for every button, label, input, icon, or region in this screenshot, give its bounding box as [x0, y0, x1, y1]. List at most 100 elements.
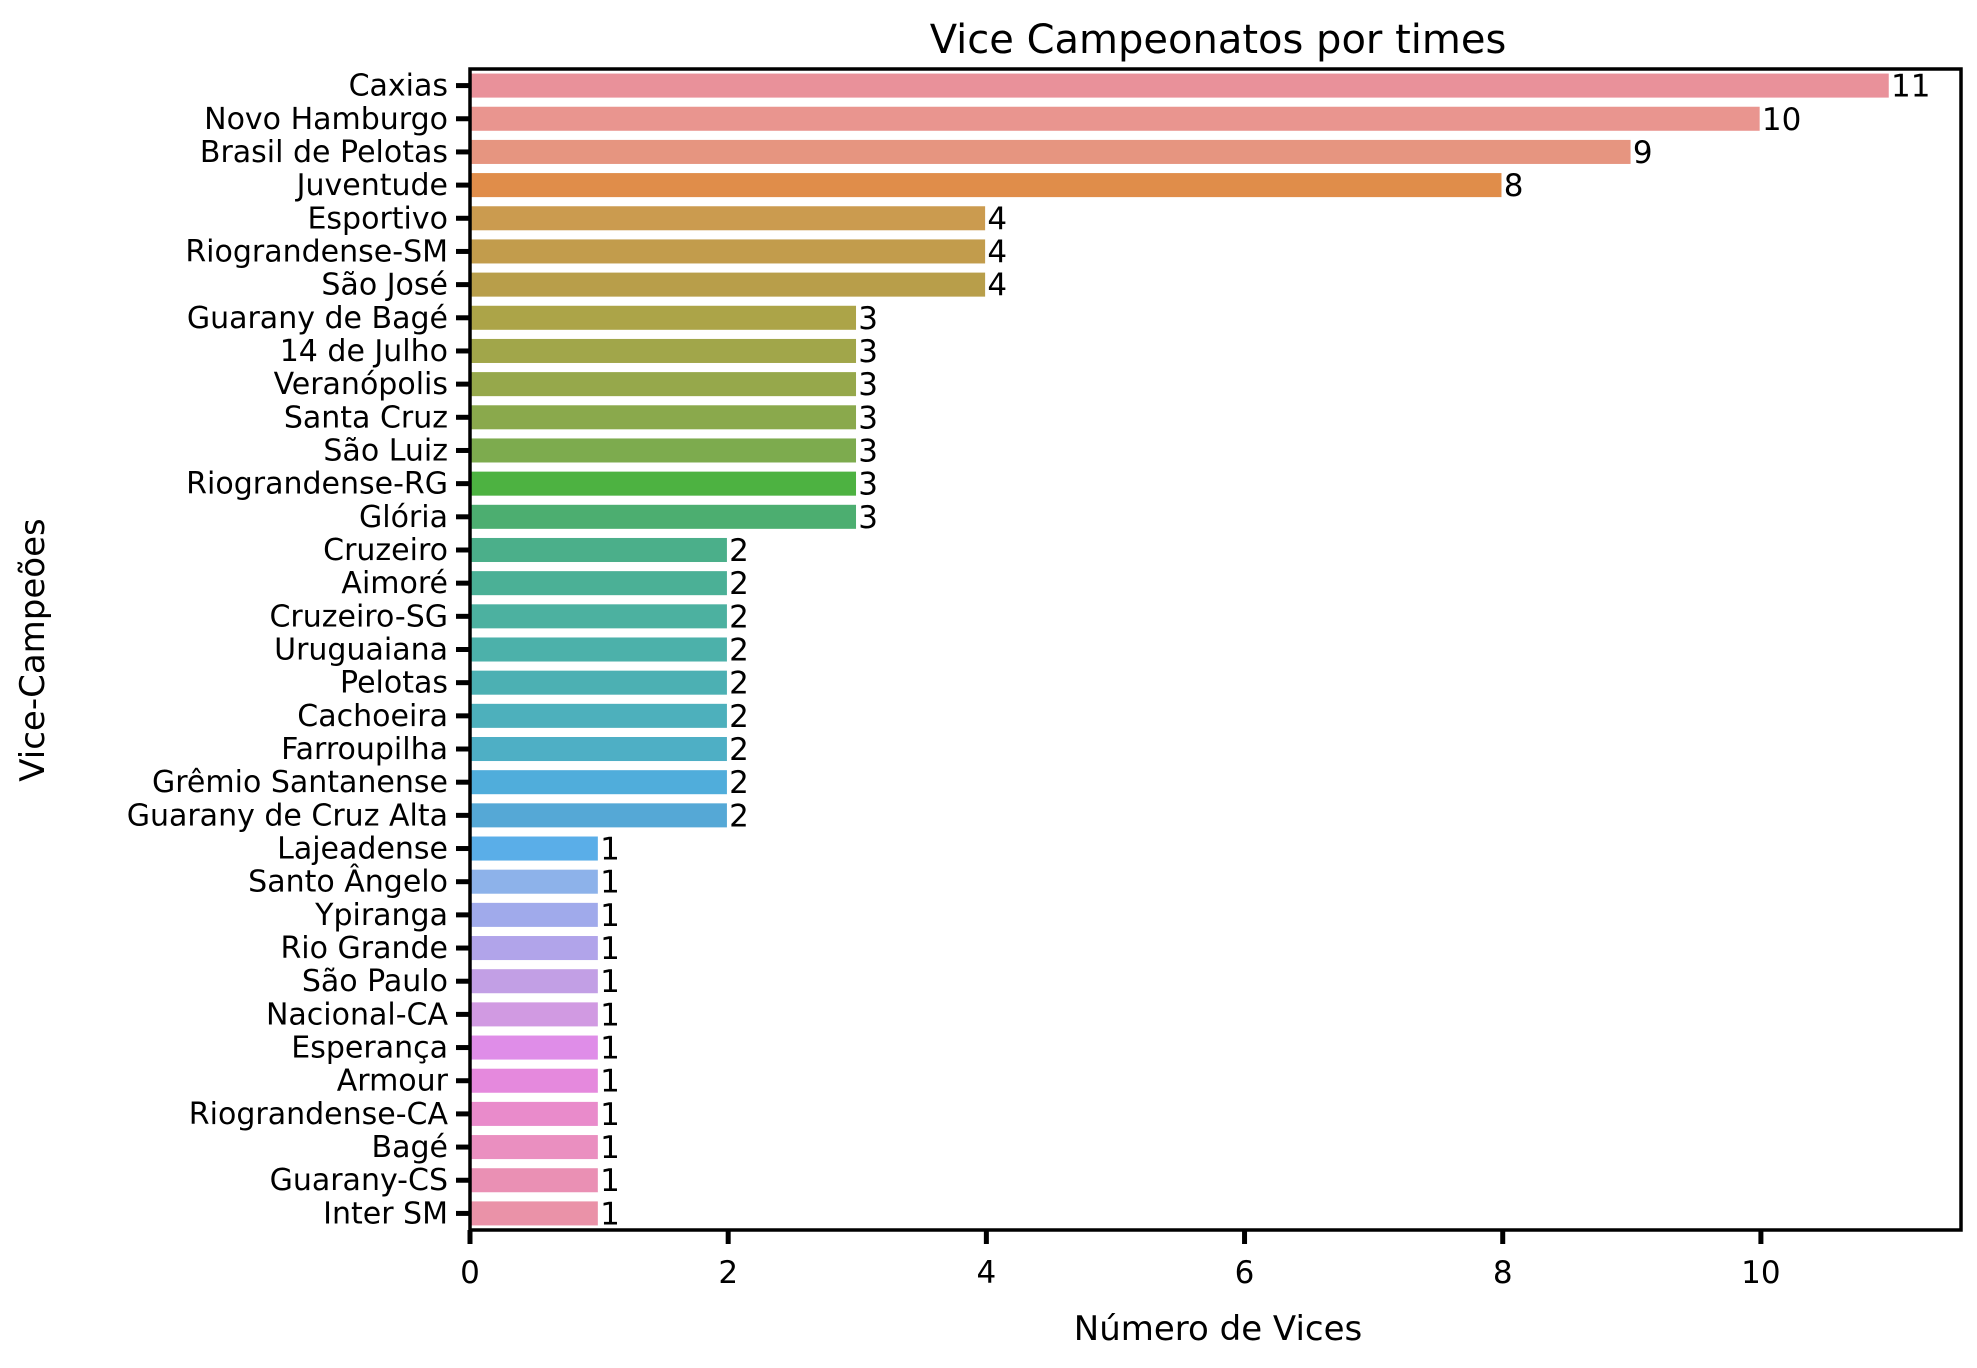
category-label: Santa Cruz — [284, 400, 448, 435]
data-label: 3 — [858, 367, 878, 403]
bar — [468, 634, 730, 665]
data-label: 2 — [729, 599, 749, 635]
category-label: Novo Hamburgo — [204, 102, 448, 137]
data-label: 1 — [600, 1031, 620, 1067]
category-label: Nacional-CA — [266, 997, 449, 1032]
chart-title: Vice Campeonatos por times — [930, 17, 1507, 63]
data-label: 4 — [987, 201, 1007, 237]
bar — [468, 303, 859, 333]
data-label: 4 — [987, 268, 1007, 304]
data-label: 10 — [1762, 102, 1801, 138]
bar — [468, 668, 730, 698]
x-tick-label: 4 — [976, 1255, 996, 1291]
category-label: Grêmio Santanense — [152, 765, 448, 800]
category-label: Lajeadense — [277, 832, 448, 867]
data-label: 2 — [729, 666, 749, 702]
bar — [468, 270, 988, 300]
data-label: 2 — [729, 765, 749, 801]
bar — [468, 999, 601, 1029]
category-label: Inter SM — [323, 1196, 448, 1231]
data-label: 3 — [858, 400, 878, 436]
bar — [468, 170, 1504, 200]
x-tick-label: 10 — [1741, 1255, 1780, 1291]
data-label: 3 — [858, 467, 878, 503]
category-label: 14 de Julho — [280, 334, 448, 369]
data-label: 1 — [600, 997, 620, 1033]
x-tick-label: 0 — [460, 1255, 480, 1291]
x-tick-label: 8 — [1493, 1255, 1513, 1291]
bar — [468, 1066, 601, 1096]
category-label: Veranópolis — [274, 367, 448, 402]
data-label: 1 — [600, 832, 620, 868]
category-label: São Luiz — [323, 433, 448, 468]
y-axis-label: Vice-Campeões — [13, 518, 53, 781]
x-axis: 0 2 4 6 8 10 — [460, 1230, 1781, 1291]
bar — [468, 71, 1892, 101]
bar — [468, 701, 730, 731]
category-label: Ypiranga — [314, 898, 448, 933]
bar — [468, 800, 730, 830]
bar — [468, 568, 730, 598]
bar — [468, 867, 601, 897]
data-label: 1 — [600, 1130, 620, 1166]
category-label: Aimoré — [341, 566, 448, 601]
data-label: 2 — [729, 732, 749, 768]
data-label: 1 — [600, 931, 620, 967]
bar — [468, 1165, 601, 1195]
bar — [468, 900, 601, 930]
category-label: Rio Grande — [280, 931, 448, 966]
data-label: 4 — [987, 234, 1007, 270]
bar — [468, 933, 601, 963]
bar — [468, 734, 730, 764]
data-label: 8 — [1504, 168, 1524, 204]
data-label: 1 — [600, 1064, 620, 1100]
bar — [468, 104, 1763, 134]
data-label: 3 — [858, 334, 878, 370]
data-label: 1 — [600, 865, 620, 901]
category-label: Pelotas — [340, 666, 448, 701]
data-label: 1 — [600, 1163, 620, 1199]
category-label: Glória — [359, 500, 448, 535]
plot-frame — [468, 67, 1963, 1232]
category-label: Riograndense-CA — [189, 1097, 449, 1132]
category-label: Riograndense-RG — [186, 467, 448, 502]
category-label: Brasil de Pelotas — [200, 135, 448, 170]
data-label: 1 — [600, 898, 620, 934]
category-label: Uruguaiana — [274, 633, 448, 668]
category-label: Caxias — [349, 69, 448, 104]
category-label: Farroupilha — [281, 732, 448, 767]
bar — [468, 369, 859, 399]
data-label: 1 — [600, 964, 620, 1000]
x-tick-label: 6 — [1235, 1255, 1255, 1291]
data-label: 3 — [858, 500, 878, 536]
bar — [468, 535, 730, 565]
bar — [468, 966, 601, 996]
category-label: Guarany-CS — [270, 1163, 448, 1198]
category-label: Esperança — [291, 1031, 448, 1066]
category-label: São Paulo — [302, 964, 448, 999]
category-label: Bagé — [372, 1130, 448, 1165]
bar — [468, 502, 859, 532]
category-label: Cachoeira — [297, 699, 448, 734]
data-label: 2 — [729, 633, 749, 669]
category-label: Cruzeiro — [323, 533, 448, 568]
category-label: Santo Ângelo — [248, 864, 448, 900]
bar — [468, 767, 730, 797]
bar — [468, 1099, 601, 1129]
bar — [468, 601, 730, 631]
bar — [468, 435, 859, 465]
bar — [468, 469, 859, 499]
category-label: Riograndense-SM — [185, 234, 448, 269]
category-label: Armour — [337, 1064, 449, 1099]
data-label: 1 — [600, 1196, 620, 1232]
bar — [468, 236, 988, 266]
data-label: 2 — [729, 699, 749, 735]
data-label: 1 — [600, 1097, 620, 1133]
data-label: 11 — [1891, 69, 1930, 105]
data-label: 2 — [729, 566, 749, 602]
category-label: Guarany de Cruz Alta — [127, 798, 448, 833]
category-label: Cruzeiro-SG — [269, 599, 448, 634]
bar — [468, 1132, 601, 1162]
